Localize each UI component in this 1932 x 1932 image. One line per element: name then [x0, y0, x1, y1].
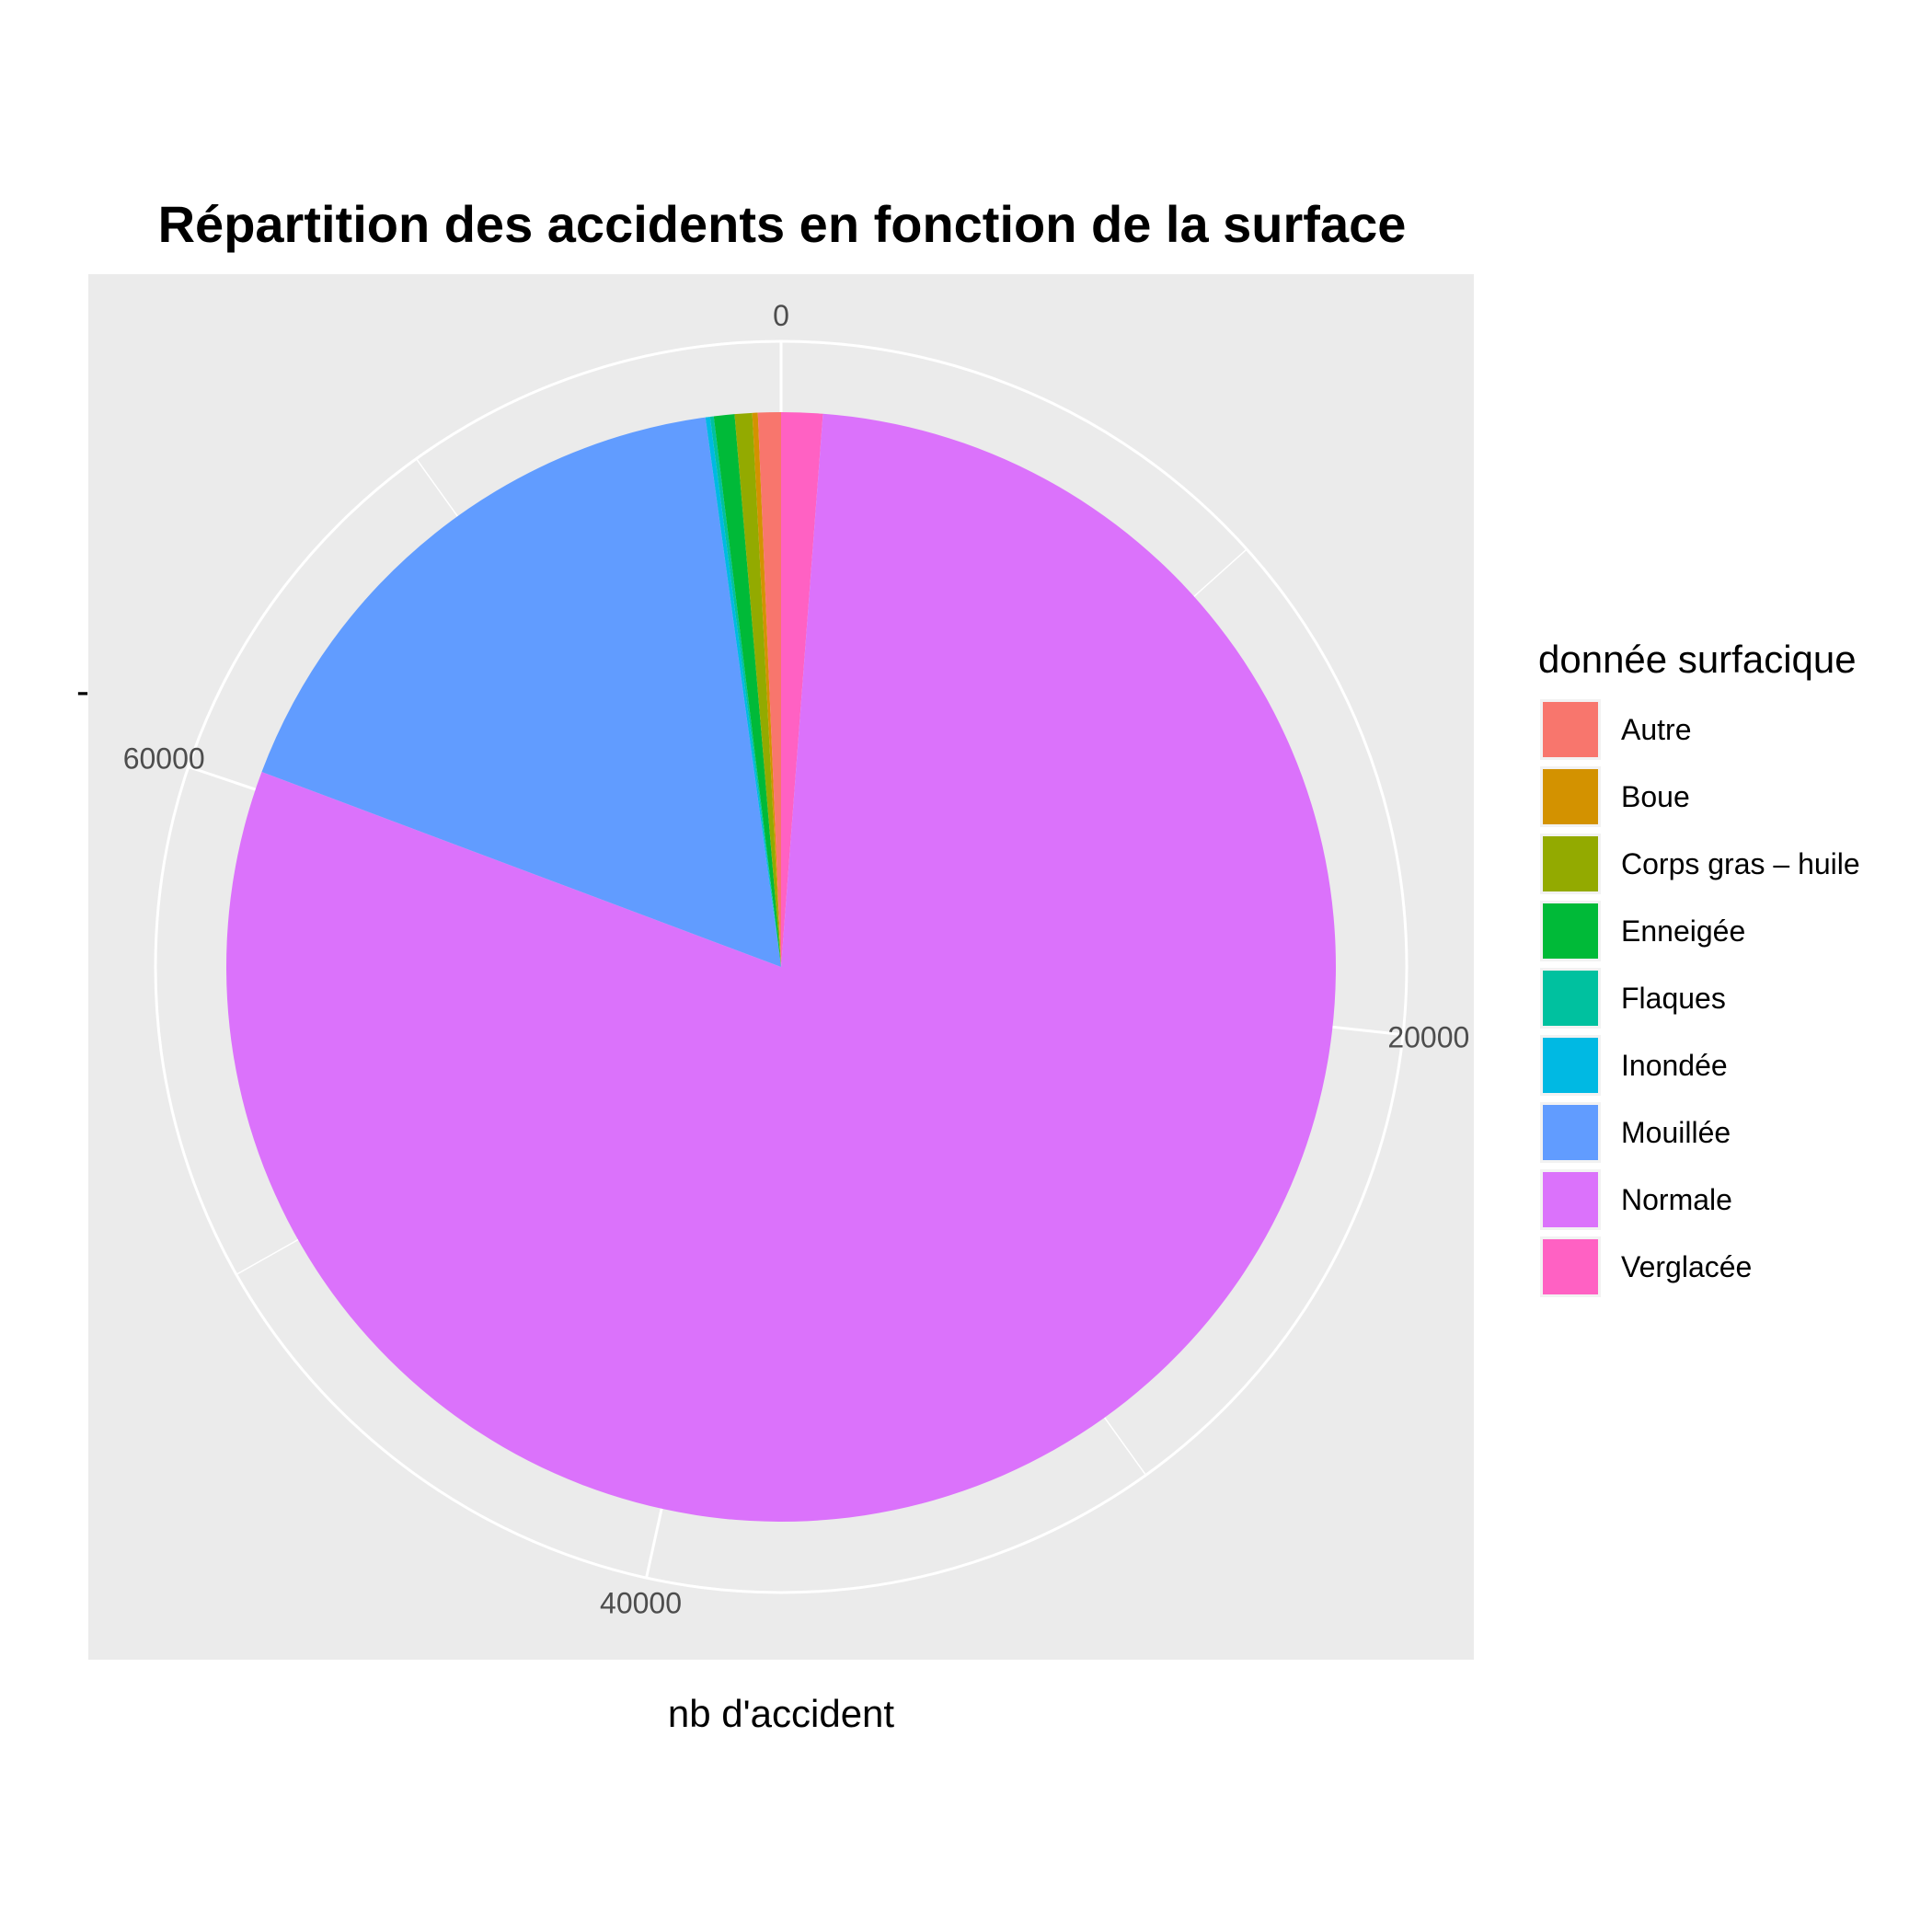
legend-label-flaques: Flaques: [1621, 982, 1726, 1015]
slice-boue: [752, 412, 781, 967]
legend-label-mouillee: Mouillée: [1621, 1116, 1731, 1149]
slice-normale: [226, 413, 1337, 1523]
legend-label-corps-gras-huile: Corps gras – huile: [1621, 847, 1860, 880]
legend-swatch-autre: [1543, 702, 1598, 757]
slice-flaques: [709, 416, 781, 967]
chart-title: Répartition des accidents en fonction de…: [158, 195, 1407, 253]
legend-title: donnée surfacique: [1538, 638, 1857, 681]
legend-swatch-normale: [1543, 1172, 1598, 1227]
legend-label-boue: Boue: [1621, 780, 1690, 813]
tick-label-2: 40000: [600, 1586, 682, 1619]
tick-layer: 0 20000 40000 60000: [123, 299, 1470, 1619]
slice-layer: [226, 412, 1337, 1523]
legend: donnée surfacique Autre Boue Corps gras – …: [1538, 638, 1860, 1297]
legend-label-verglacee: Verglacée: [1621, 1250, 1752, 1283]
tick-label-1: 20000: [1387, 1021, 1469, 1054]
legend-label-inondee: Inondée: [1621, 1049, 1728, 1082]
legend-items: Autre Boue Corps gras – huile Enneigée Flaqu…: [1540, 699, 1860, 1297]
slice-autre: [757, 412, 781, 967]
outer-grid-circle: [154, 339, 1409, 1594]
legend-swatch-mouillee: [1543, 1105, 1598, 1160]
legend-label-autre: Autre: [1621, 713, 1691, 746]
legend-swatch-verglacee: [1543, 1239, 1598, 1294]
legend-swatch-flaques: [1543, 971, 1598, 1026]
slice-enneigee: [713, 414, 781, 968]
x-axis-title: nb d'accident: [668, 1692, 895, 1735]
slice-corps-gras-huile: [734, 412, 781, 968]
legend-label-enneigee: Enneigée: [1621, 914, 1745, 948]
slice-verglacee: [781, 412, 823, 967]
legend-swatch-inondee: [1543, 1038, 1598, 1093]
slice-inondee: [705, 416, 781, 968]
legend-label-normale: Normale: [1621, 1183, 1732, 1216]
y-axis-title: -: [76, 669, 89, 712]
legend-swatch-boue: [1543, 769, 1598, 824]
legend-swatch-enneigee: [1543, 903, 1598, 959]
tick-label-3: 60000: [123, 742, 205, 776]
tick-label-0: 0: [773, 299, 789, 332]
slice-mouillee: [261, 417, 781, 967]
legend-swatch-corps-gras-huile: [1543, 836, 1598, 891]
